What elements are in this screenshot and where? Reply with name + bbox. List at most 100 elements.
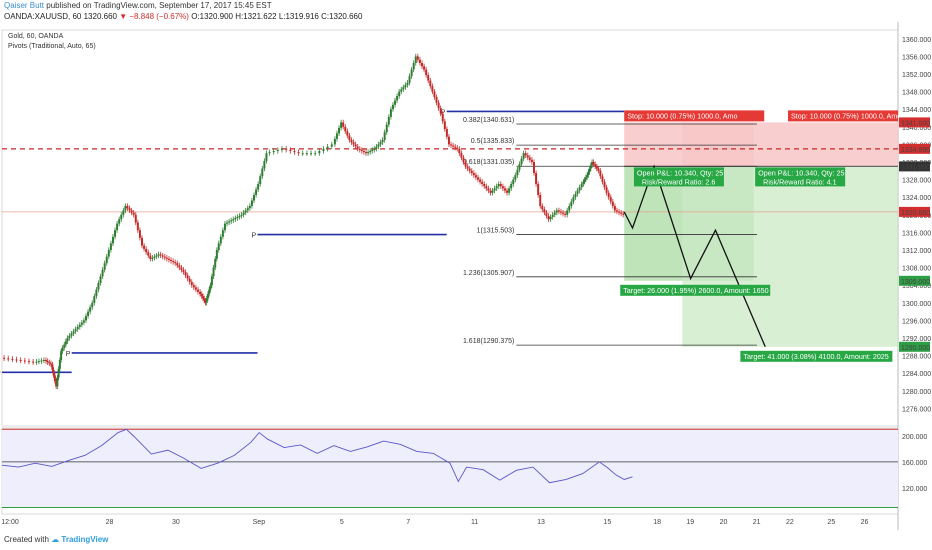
candle-body — [483, 184, 486, 187]
candle-body — [111, 236, 114, 244]
stop-label-bg-0 — [624, 110, 765, 122]
candle-body — [93, 296, 96, 303]
candle-body — [603, 181, 606, 188]
candle-body — [238, 215, 241, 217]
candle-body — [456, 147, 459, 149]
candle-body — [138, 230, 141, 238]
time-tick-label: 26 — [861, 519, 869, 526]
stop-label-0: Stop: 10.000 (0.75%) 1000.0, Amo — [627, 111, 737, 120]
candle-body — [597, 168, 600, 171]
candle-body — [206, 294, 209, 299]
candle-body — [143, 245, 146, 249]
candle-body — [416, 56, 419, 60]
candle-body — [91, 302, 94, 308]
price-tick-label: 1344.000 — [902, 107, 931, 114]
candle-body — [443, 121, 446, 129]
price-tick-label: 1288.000 — [902, 354, 931, 361]
candle-body — [450, 144, 453, 146]
candle-body — [481, 181, 484, 184]
symbol-line: OANDA:XAUUSD, 60 — [4, 12, 82, 21]
candle-body — [367, 152, 370, 154]
candle-body — [383, 132, 386, 140]
candle-body — [163, 256, 166, 258]
candle-body — [570, 201, 573, 206]
candle-body — [78, 324, 81, 327]
publish-info: Qaiser Butt published on TradingView.com… — [4, 1, 272, 10]
price-badge-2: 1331.000 — [901, 164, 930, 171]
candle-body — [503, 188, 506, 191]
time-tick-label: 5 — [340, 519, 344, 526]
candle-body — [553, 212, 556, 215]
tradingview-brand[interactable]: TradingView — [61, 535, 109, 544]
target-label-bg-1 — [740, 350, 893, 362]
candle-body — [314, 153, 317, 155]
candle-body — [200, 294, 203, 297]
candle-body — [495, 186, 498, 189]
candle-body — [37, 361, 40, 363]
candle-body — [114, 230, 117, 237]
candle-body — [174, 262, 177, 264]
candle-body — [533, 162, 535, 173]
time-tick-label: 21 — [753, 519, 761, 526]
price-badge-bg-4 — [899, 275, 930, 286]
candle-body — [126, 206, 129, 209]
candle-body — [373, 148, 376, 150]
price-badge-bg-1 — [899, 143, 930, 154]
candle-body — [594, 164, 597, 167]
candle-body — [404, 85, 407, 88]
candle-body — [335, 133, 338, 139]
candle-body — [3, 357, 6, 359]
candle-body — [197, 289, 199, 292]
price-change: ▼ −8.848 (−0.67%) — [119, 12, 189, 21]
candle-body — [310, 153, 313, 155]
tradingview-logo-icon: ☁ — [51, 535, 60, 544]
candle-body — [346, 131, 349, 136]
rsi-series-line — [1, 428, 633, 484]
candle-body — [437, 102, 440, 109]
stop-zone-1 — [682, 122, 898, 167]
candle-body — [289, 149, 292, 151]
candle-body — [305, 153, 308, 155]
price-tick-label: 1308.000 — [902, 266, 931, 273]
candle-body — [514, 175, 517, 180]
candle-body — [326, 146, 329, 149]
candle-body — [120, 214, 123, 220]
candle-body — [460, 153, 463, 158]
candle-body — [387, 116, 390, 125]
candle-body — [537, 184, 540, 195]
candle-body — [396, 96, 399, 101]
candle-body — [253, 195, 255, 201]
candle-body — [545, 212, 548, 216]
candle-body — [524, 153, 527, 156]
candle-body — [176, 263, 179, 266]
candle-body — [530, 159, 533, 162]
candle-body — [244, 210, 247, 213]
candle-body — [369, 151, 372, 153]
candle-body — [352, 142, 355, 145]
candle-body — [576, 190, 579, 194]
stop-label-1: Stop: 10.000 (0.75%) 1000.0, Amount: 750 — [791, 111, 927, 120]
price-tick-label: 1356.000 — [902, 54, 931, 61]
candle-body — [72, 331, 75, 334]
candle-body — [506, 190, 509, 193]
candle-body — [230, 220, 233, 222]
candle-body — [445, 129, 448, 137]
candle-body — [613, 206, 616, 211]
candle-body — [184, 272, 187, 276]
pivot-label-1: P — [66, 351, 71, 358]
candle-body — [103, 263, 106, 270]
candle-body — [330, 144, 333, 147]
candle-body — [180, 267, 183, 270]
author-name[interactable]: Qaiser Butt — [4, 1, 45, 10]
candle-body — [391, 104, 394, 110]
candle-body — [128, 208, 131, 211]
created-with-label: Created with — [4, 535, 49, 544]
candle-body — [246, 208, 249, 211]
candle-body — [297, 152, 300, 154]
target-zone-1 — [682, 166, 898, 347]
candle-body — [458, 148, 461, 154]
candle-body — [470, 170, 473, 173]
price-tick-label: 1292.000 — [902, 336, 931, 343]
candle-body — [535, 173, 538, 184]
